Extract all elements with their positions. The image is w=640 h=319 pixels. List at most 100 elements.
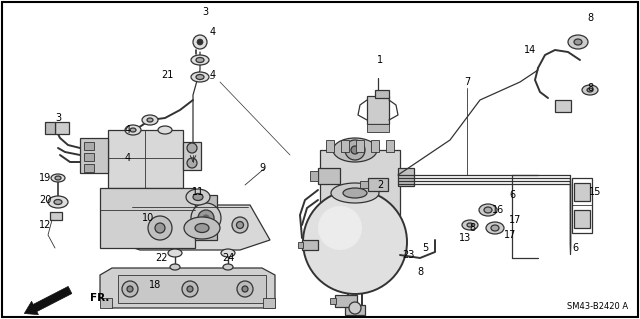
Ellipse shape xyxy=(462,220,478,230)
Ellipse shape xyxy=(54,199,62,204)
Ellipse shape xyxy=(193,194,203,201)
Text: 2: 2 xyxy=(377,180,383,190)
Text: SM43-B2420 A: SM43-B2420 A xyxy=(567,302,628,311)
Ellipse shape xyxy=(196,75,204,79)
Text: 22: 22 xyxy=(156,253,168,263)
Text: 16: 16 xyxy=(492,205,504,215)
Bar xyxy=(50,212,62,220)
Ellipse shape xyxy=(195,224,209,233)
Ellipse shape xyxy=(574,39,582,45)
Bar xyxy=(195,195,217,240)
Circle shape xyxy=(155,223,165,233)
Text: 8: 8 xyxy=(469,223,475,233)
Bar xyxy=(572,178,592,233)
Bar xyxy=(84,164,94,172)
Circle shape xyxy=(203,215,209,221)
Bar xyxy=(100,298,112,308)
Circle shape xyxy=(237,221,243,228)
Ellipse shape xyxy=(147,118,153,122)
Ellipse shape xyxy=(568,35,588,49)
Circle shape xyxy=(349,302,361,314)
Text: 3: 3 xyxy=(55,113,61,123)
Text: 14: 14 xyxy=(524,45,536,55)
Bar xyxy=(118,275,266,303)
Bar xyxy=(371,140,379,152)
Ellipse shape xyxy=(168,249,182,257)
Ellipse shape xyxy=(142,115,158,125)
Ellipse shape xyxy=(130,128,136,132)
Bar xyxy=(555,100,571,112)
Circle shape xyxy=(237,281,253,297)
Bar xyxy=(310,171,318,181)
Bar xyxy=(183,142,201,170)
Text: 4: 4 xyxy=(210,27,216,37)
Text: 12: 12 xyxy=(39,220,51,230)
Text: 19: 19 xyxy=(39,173,51,183)
Circle shape xyxy=(127,286,133,292)
Circle shape xyxy=(197,39,203,45)
Ellipse shape xyxy=(582,85,598,95)
Ellipse shape xyxy=(191,55,209,65)
Polygon shape xyxy=(110,205,270,250)
Bar xyxy=(398,168,414,186)
Bar xyxy=(341,140,349,152)
Bar xyxy=(360,181,368,188)
Circle shape xyxy=(187,286,193,292)
Ellipse shape xyxy=(467,223,473,227)
Text: 21: 21 xyxy=(161,70,173,80)
Bar xyxy=(108,130,183,188)
Ellipse shape xyxy=(491,225,499,231)
Ellipse shape xyxy=(333,138,377,162)
Bar xyxy=(263,298,275,308)
Circle shape xyxy=(193,35,207,49)
Bar xyxy=(335,295,357,307)
Ellipse shape xyxy=(486,222,504,234)
Text: 15: 15 xyxy=(589,187,601,197)
Bar xyxy=(100,188,195,248)
Ellipse shape xyxy=(343,188,367,198)
Bar xyxy=(574,183,590,201)
Circle shape xyxy=(182,281,198,297)
Text: 8: 8 xyxy=(587,13,593,23)
Circle shape xyxy=(351,146,359,154)
FancyArrow shape xyxy=(24,286,72,315)
Bar xyxy=(386,140,394,152)
Polygon shape xyxy=(100,268,275,308)
Bar xyxy=(367,124,389,132)
Bar xyxy=(318,168,340,184)
Circle shape xyxy=(187,158,197,168)
Text: 13: 13 xyxy=(459,233,471,243)
Text: 4: 4 xyxy=(125,153,131,163)
Bar xyxy=(345,305,365,315)
Bar xyxy=(375,90,389,98)
Circle shape xyxy=(232,217,248,233)
Ellipse shape xyxy=(223,264,233,270)
Text: 9: 9 xyxy=(259,163,265,173)
Text: 5: 5 xyxy=(422,243,428,253)
Ellipse shape xyxy=(158,126,172,134)
Ellipse shape xyxy=(184,217,220,239)
Ellipse shape xyxy=(125,125,141,135)
Bar xyxy=(356,140,364,152)
Ellipse shape xyxy=(55,176,61,180)
Circle shape xyxy=(345,140,365,160)
Ellipse shape xyxy=(170,264,180,270)
Ellipse shape xyxy=(479,204,497,216)
Bar xyxy=(84,142,94,150)
Bar xyxy=(330,298,336,304)
Text: 6: 6 xyxy=(509,190,515,200)
Ellipse shape xyxy=(48,196,68,208)
Circle shape xyxy=(122,281,138,297)
Text: 6: 6 xyxy=(572,243,578,253)
Text: 17: 17 xyxy=(504,230,516,240)
Bar xyxy=(326,140,334,152)
Bar xyxy=(367,96,389,124)
Bar xyxy=(80,138,108,173)
Bar xyxy=(298,242,303,248)
Bar xyxy=(320,150,400,215)
Ellipse shape xyxy=(196,57,204,63)
Bar xyxy=(368,178,388,191)
Circle shape xyxy=(187,143,197,153)
Bar xyxy=(84,153,94,161)
Ellipse shape xyxy=(191,72,209,82)
